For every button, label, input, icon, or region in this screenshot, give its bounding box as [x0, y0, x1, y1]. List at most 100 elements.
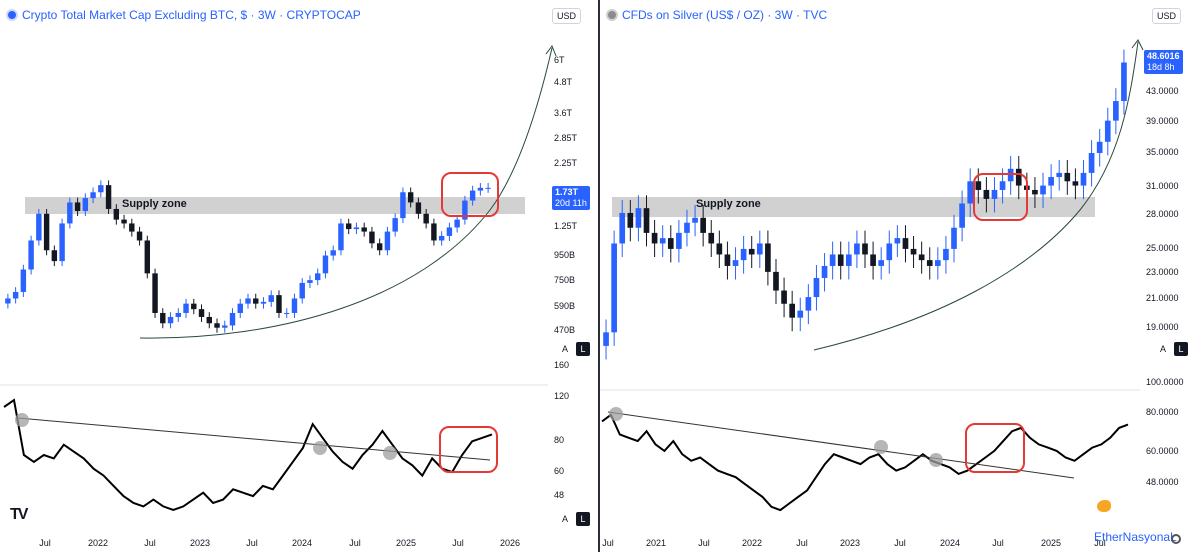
y-tick-label: 590B	[554, 301, 575, 311]
candle-body	[361, 227, 367, 232]
currency-selector-right[interactable]: USD	[1152, 8, 1182, 24]
indicator-tick-label: 48	[554, 490, 564, 500]
candle-body	[214, 323, 220, 328]
log-scale-button-right[interactable]: L	[1174, 342, 1188, 356]
candle-body	[797, 310, 804, 318]
candle-body	[121, 219, 127, 224]
candle-body	[1096, 141, 1103, 154]
candle-body	[485, 187, 491, 189]
candle-body	[392, 218, 398, 232]
silver-logo-icon	[606, 9, 618, 21]
candle-body	[167, 316, 174, 324]
candle-body	[651, 232, 658, 244]
candle-body	[756, 243, 763, 255]
x-tick-label: 2023	[840, 538, 860, 548]
indicator-tick-label: 60.0000	[1146, 446, 1179, 456]
candle-body	[369, 231, 375, 244]
candle-body	[603, 332, 609, 346]
candle-body	[619, 212, 626, 244]
y-tick-label: 19.0000	[1146, 322, 1179, 332]
candle-body	[400, 192, 406, 219]
x-tick-label: Jul	[349, 538, 361, 548]
indicator-tick-label: 48.0000	[1146, 477, 1179, 487]
x-tick-label: Jul	[992, 538, 1004, 548]
candle-body	[175, 312, 181, 317]
candle-body	[692, 217, 698, 223]
candle-body	[20, 269, 27, 292]
settings-icon[interactable]	[1171, 534, 1181, 544]
chart-title-right[interactable]: CFDs on Silver (US$ / OZ) · 3W · TVC	[606, 8, 827, 22]
log-scale-button-left-indicator[interactable]: L	[576, 512, 590, 526]
tradingview-logo-icon[interactable]: TV	[10, 506, 29, 523]
candle-body	[36, 213, 42, 241]
candle-body	[1040, 185, 1046, 195]
candle-body	[67, 202, 73, 224]
candle-body	[975, 181, 982, 190]
candle-body	[1056, 172, 1063, 178]
candle-body	[136, 231, 143, 241]
trendline-touch-point	[609, 407, 623, 421]
candle-body	[789, 303, 796, 318]
candle-body	[959, 203, 965, 228]
currency-selector-left[interactable]: USD	[552, 8, 582, 24]
y-tick-label: 43.0000	[1146, 86, 1179, 96]
candle-body	[144, 240, 151, 274]
y-tick-label: 28.0000	[1146, 209, 1179, 219]
candle-body	[338, 223, 344, 251]
candle-body	[724, 254, 731, 266]
panel-divider[interactable]	[598, 0, 600, 552]
trendline-touch-point	[313, 441, 327, 455]
x-tick-label: Jul	[1094, 538, 1106, 548]
candle-body	[829, 254, 836, 266]
candle-body	[1072, 181, 1079, 186]
x-tick-label: Jul	[894, 538, 906, 548]
x-tick-label: 2025	[396, 538, 416, 548]
x-tick-label: 2023	[190, 538, 210, 548]
candle-body	[59, 223, 65, 262]
x-tick-label: 2022	[742, 538, 762, 548]
candle-body	[245, 298, 251, 304]
candle-body	[152, 273, 158, 313]
candle-body	[934, 260, 941, 266]
candle-body	[90, 192, 96, 199]
chart-title-left[interactable]: Crypto Total Market Cap Excluding BTC, $…	[6, 8, 361, 22]
candle-body	[438, 235, 445, 241]
auto-scale-button-left-indicator[interactable]: A	[558, 512, 572, 526]
candle-body	[98, 185, 104, 193]
candle-body	[862, 243, 868, 255]
candle-body	[299, 282, 305, 299]
highlight-box-price	[441, 172, 499, 217]
candle-body	[105, 185, 112, 209]
candle-body	[773, 271, 779, 291]
trendline-touch-point	[874, 440, 888, 454]
candle-body	[1015, 168, 1022, 186]
candle-body	[999, 181, 1006, 190]
auto-scale-button-right[interactable]: A	[1156, 342, 1170, 356]
candle-body	[805, 297, 812, 311]
candle-body	[74, 202, 81, 211]
x-tick-label: Jul	[246, 538, 258, 548]
indicator-line	[601, 413, 1129, 512]
candle-body	[276, 295, 282, 313]
chart-canvas-right[interactable]: 43.0000 39.0000 35.0000 31.0000 28.0000 25.00…	[600, 0, 1200, 552]
candle-body	[740, 248, 747, 261]
candle-body	[415, 202, 422, 214]
x-tick-label: Jul	[796, 538, 808, 548]
y-tick-label: 31.0000	[1146, 181, 1179, 191]
candle-body	[51, 250, 58, 262]
y-tick-label: 1.25T	[554, 221, 578, 231]
highlight-box-indicator	[965, 423, 1025, 473]
last-price-tag-right: 48.6016 18d 8h	[1144, 50, 1183, 74]
candle-body	[268, 295, 274, 302]
x-tick-label: 2025	[1041, 538, 1061, 548]
indicator-tick-label: 80	[554, 435, 564, 445]
auto-scale-button-left[interactable]: A	[558, 342, 572, 356]
candle-body	[643, 208, 650, 233]
candle-body	[659, 238, 666, 244]
cryptocap-logo-icon	[6, 9, 18, 21]
log-scale-button-left[interactable]: L	[576, 342, 590, 356]
chart-canvas-left[interactable]: 6T 4.8T 3.6T 2.85T 2.25T 1.25T 950B 750B 590B 470…	[0, 0, 598, 552]
candle-body	[700, 217, 706, 233]
candle-body	[878, 260, 885, 266]
trendline-touch-point	[929, 453, 943, 467]
